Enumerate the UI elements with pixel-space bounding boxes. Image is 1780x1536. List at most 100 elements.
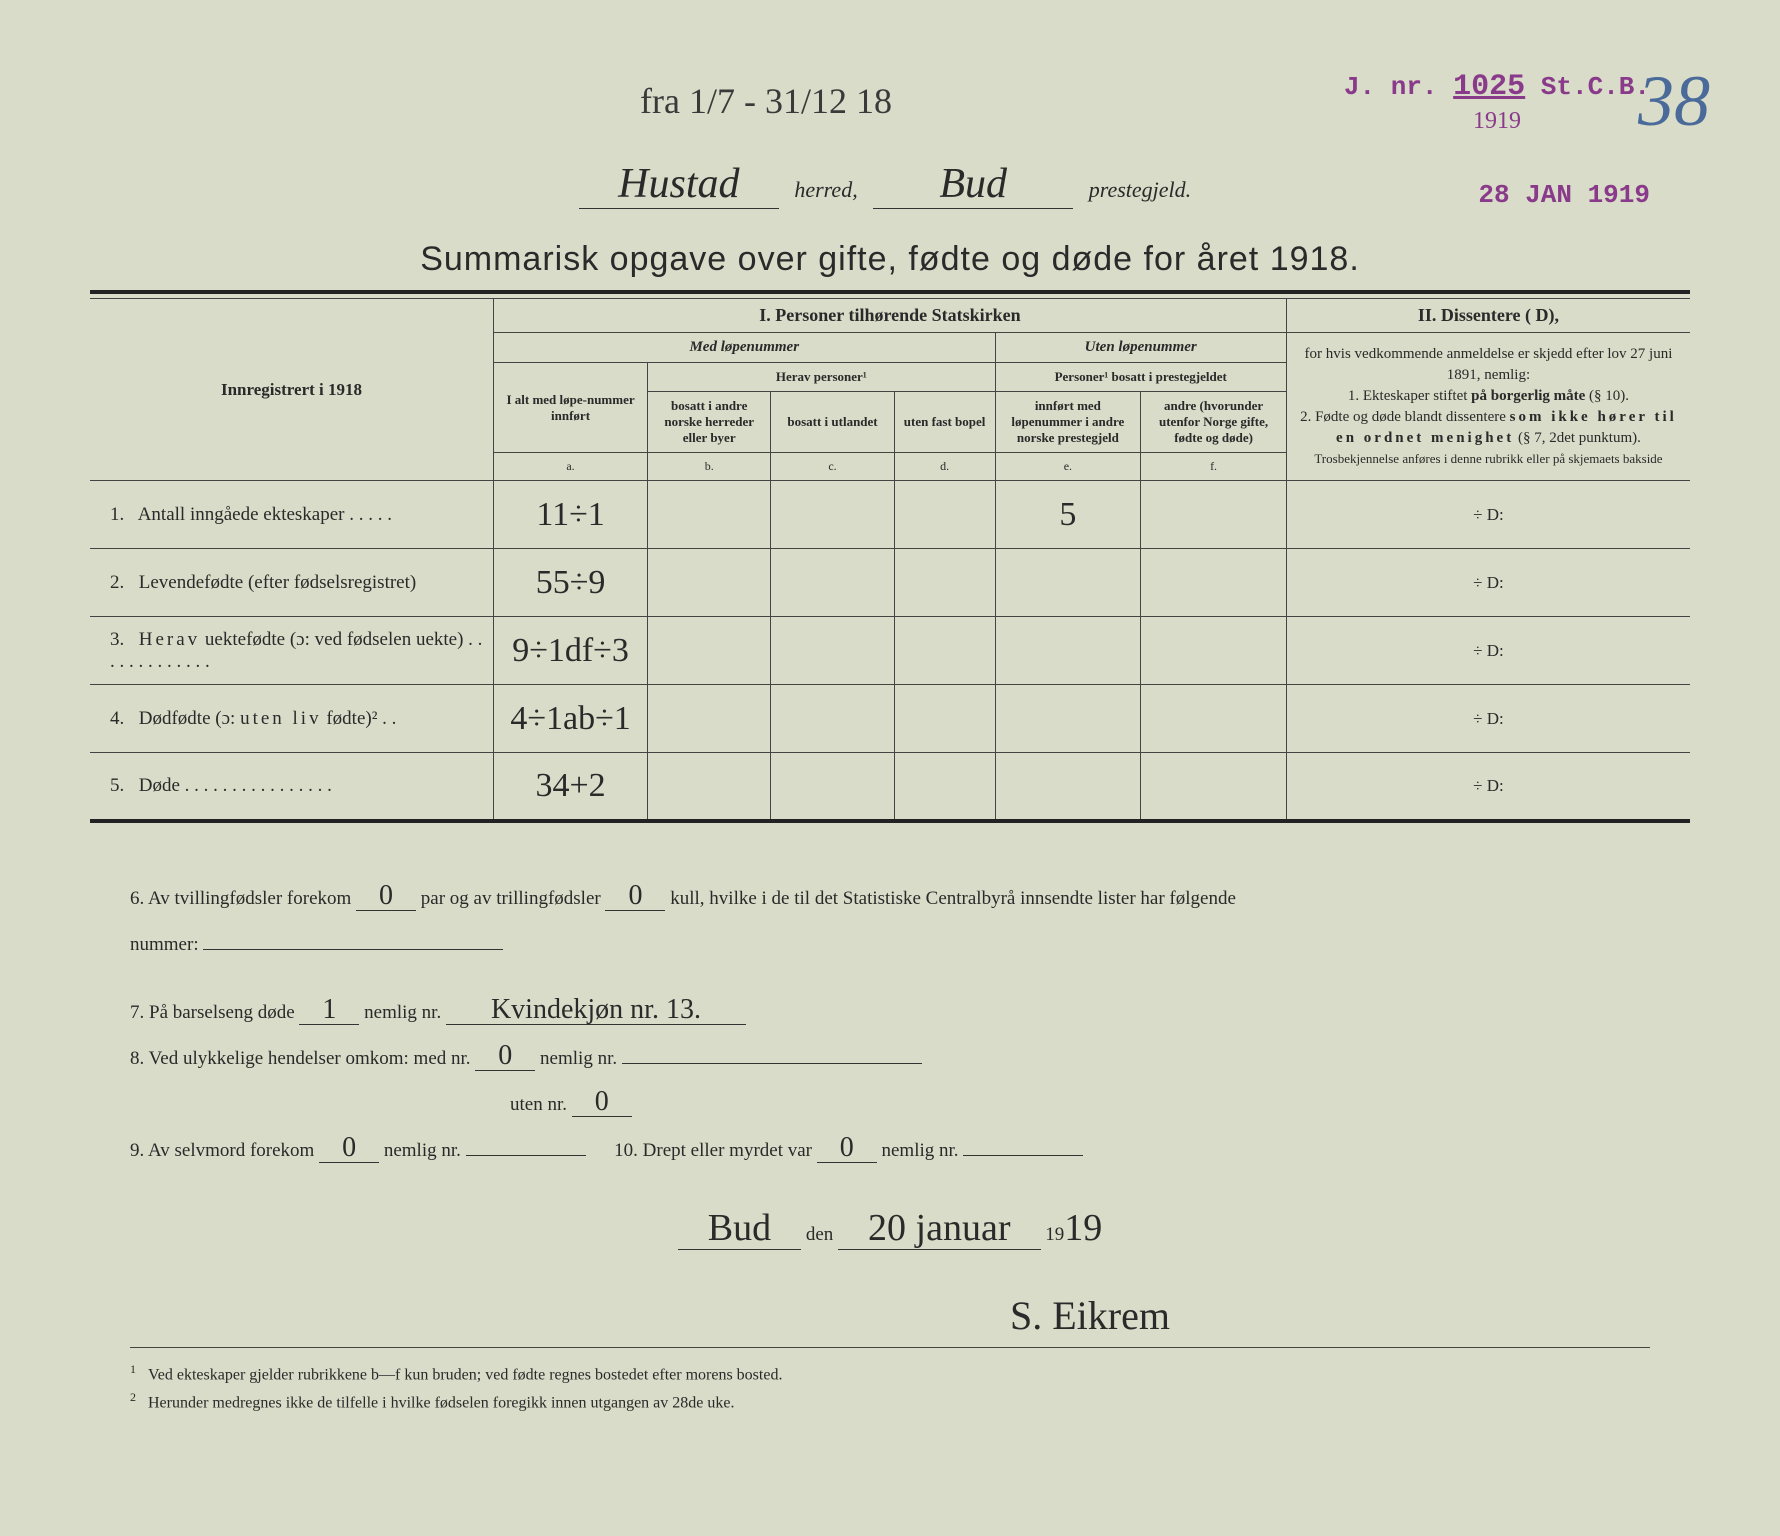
prestegjeld-label: prestegjeld. [1089, 177, 1191, 202]
row-3-e [995, 617, 1141, 685]
childbirth-death-detail: Kvindekjøn nr. 13. [446, 996, 746, 1025]
footnote-2: 2Herunder medregnes ikke de tilfelle i h… [130, 1388, 1650, 1416]
row-4-f [1141, 685, 1287, 753]
footnote-1: 1Ved ekteskaper gjelder rubrikkene b—f k… [130, 1360, 1650, 1388]
handwritten-period: fra 1/7 - 31/12 18 [640, 80, 892, 122]
row-1-f [1141, 481, 1287, 549]
row-1-a: 11÷1 [494, 481, 648, 549]
row-3-f [1141, 617, 1287, 685]
row-5-f [1141, 753, 1287, 821]
line-6b: nummer: [130, 926, 1650, 964]
row-4-d [894, 685, 995, 753]
signature: S. Eikrem [530, 1276, 1650, 1356]
row-4-b [648, 685, 771, 753]
childbirth-death-count: 1 [299, 996, 359, 1025]
row-4-c [771, 685, 894, 753]
document-title: Summarisk opgave over gifte, fødte og dø… [90, 240, 1690, 279]
row-4-d-col: ÷ D: [1286, 685, 1690, 753]
line-7: 7. På barselseng døde 1 nemlig nr. Kvind… [130, 994, 1650, 1032]
reg-header: Innregistrert i 1918 [90, 299, 494, 481]
row-5-d [894, 753, 995, 821]
twins-count: 0 [356, 882, 416, 911]
line-9-10: 9. Av selvmord forekom 0 nemlig nr. 10. … [130, 1132, 1650, 1170]
diss-foot: Trosbekjennelse anføres i denne rubrikk … [1314, 451, 1662, 466]
stamp-block: J. nr. 1025 St.C.B. 1919 [1344, 70, 1650, 135]
row-2-d [894, 549, 995, 617]
col-c-letter: c. [771, 453, 894, 481]
number-blank [203, 949, 503, 950]
col-a-header: I alt med løpe-nummer innført [494, 363, 648, 453]
row-1-e: 5 [995, 481, 1141, 549]
col-b-header: bosatt i andre norske herreder eller bye… [648, 392, 771, 453]
col-a-letter: a. [494, 453, 648, 481]
prestegjeld-value: Bud [873, 160, 1073, 209]
row-1-c [771, 481, 894, 549]
herred-value: Hustad [579, 160, 779, 209]
row-2-label: 2. Levendefødte (efter fødselsregistret) [90, 549, 494, 617]
murder-detail [963, 1155, 1083, 1156]
row-2-b [648, 549, 771, 617]
row-2-c [771, 549, 894, 617]
herav-header: Herav personer¹ [648, 363, 995, 392]
document-page: fra 1/7 - 31/12 18 J. nr. 1025 St.C.B. 1… [90, 60, 1690, 1476]
row-5-a: 34+2 [494, 753, 648, 821]
section-1-header: I. Personer tilhørende Statskirken [494, 299, 1287, 333]
row-2-a: 55÷9 [494, 549, 648, 617]
sig-date: 20 januar [838, 1207, 1040, 1250]
row-5-c [771, 753, 894, 821]
diss-2: 2. Fødte og døde blandt dissentere [1300, 409, 1506, 425]
stamp-prefix: J. nr. [1344, 72, 1438, 102]
footnotes: 1Ved ekteskaper gjelder rubrikkene b—f k… [130, 1347, 1650, 1416]
line-6: 6. Av tvillingfødsler forekom 0 par og a… [130, 880, 1650, 918]
col-e-letter: e. [995, 453, 1141, 481]
col-d-letter: d. [894, 453, 995, 481]
signature-line: Bud den 20 januar 1919 [130, 1190, 1650, 1266]
summary-table: Innregistrert i 1918 I. Personer tilhøre… [90, 298, 1690, 823]
suicide-count: 0 [319, 1134, 379, 1163]
row-3-a: 9÷1df÷3 [494, 617, 648, 685]
triplets-count: 0 [605, 882, 665, 911]
accident-detail [622, 1063, 922, 1064]
sig-place: Bud [678, 1207, 801, 1250]
row-2-f [1141, 549, 1287, 617]
page-number: 38 [1638, 60, 1710, 143]
med-lop-header: Med løpenummer [494, 333, 996, 363]
stamp-number: 1025 [1453, 70, 1525, 104]
diss-1-bold: på borgerlig måte [1471, 388, 1585, 404]
header-line: Hustad herred, Bud prestegjeld. [90, 160, 1690, 209]
journal-number-stamp: J. nr. 1025 St.C.B. [1344, 70, 1650, 104]
row-5-d-col: ÷ D: [1286, 753, 1690, 821]
col-e-header: innført med løpenummer i andre norske pr… [995, 392, 1141, 453]
line-8b: uten nr. 0 [510, 1086, 1650, 1124]
row-2-e [995, 549, 1141, 617]
lower-section: 6. Av tvillingfødsler forekom 0 par og a… [130, 880, 1650, 1356]
title-rule [90, 290, 1690, 294]
murder-count: 0 [817, 1134, 877, 1163]
col-f-header: andre (hvorunder utenfor Norge gifte, fø… [1141, 392, 1287, 453]
row-5-label: 5. Døde . . . . . . . . . . . . . . . . [90, 753, 494, 821]
diss-2-ref: (§ 7, 2det punktum). [1518, 430, 1641, 446]
stamp-year: 1919 [1344, 108, 1650, 135]
suicide-detail [466, 1155, 586, 1156]
uten-lop-header: Uten løpenummer [995, 333, 1286, 363]
section-2-header: II. Dissentere ( D), [1286, 299, 1690, 333]
row-5-e [995, 753, 1141, 821]
row-4-label: 4. Dødfødte (ɔ: uten liv fødte)² . . [90, 685, 494, 753]
row-1-b [648, 481, 771, 549]
bosatt-pg-header: Personer¹ bosatt i prestegjeldet [995, 363, 1286, 392]
row-2-d-col: ÷ D: [1286, 549, 1690, 617]
row-5-b [648, 753, 771, 821]
accident-without-nr: 0 [572, 1088, 632, 1117]
row-4-e [995, 685, 1141, 753]
col-f-letter: f. [1141, 453, 1287, 481]
row-1-d [894, 481, 995, 549]
stamp-suffix: St.C.B. [1541, 72, 1650, 102]
sig-year-suffix: 19 [1064, 1207, 1102, 1249]
diss-1-ref: (§ 10). [1589, 388, 1629, 404]
diss-intro: for hvis vedkommende anmeldelse er skjed… [1305, 346, 1673, 383]
dissenter-text: for hvis vedkommende anmeldelse er skjed… [1286, 333, 1690, 481]
row-3-d-col: ÷ D: [1286, 617, 1690, 685]
accident-with-nr: 0 [475, 1042, 535, 1071]
row-3-label: 3. Herav uektefødte (ɔ: ved fødselen uek… [90, 617, 494, 685]
herred-label: herred, [794, 177, 857, 202]
